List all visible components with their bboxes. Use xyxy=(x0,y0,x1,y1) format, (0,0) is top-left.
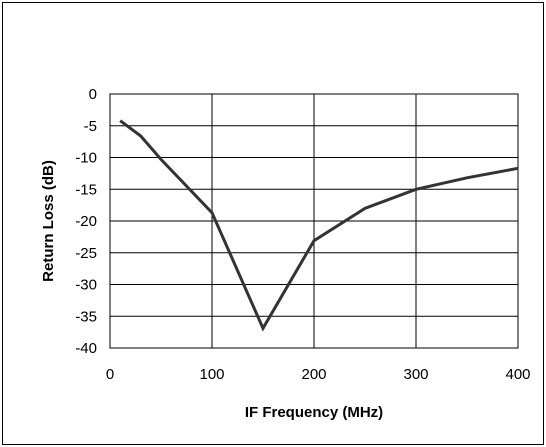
series-group xyxy=(119,119,519,332)
y-tick-label: -35 xyxy=(75,308,97,325)
y-tick-label: 0 xyxy=(89,86,97,103)
y-tick-label: -30 xyxy=(75,277,97,294)
y-tick-label: -20 xyxy=(75,213,97,230)
plot-border xyxy=(109,93,519,349)
y-tick-labels: 0 -5 -10 -15 -20 -25 -30 -35 -40 xyxy=(75,86,97,357)
y-tick-label: -5 xyxy=(84,118,97,135)
x-tick-label: 300 xyxy=(403,366,428,383)
x-tick-label: 200 xyxy=(301,366,326,383)
x-tick-labels: 0 100 200 300 400 xyxy=(106,366,531,383)
y-tick-label: -25 xyxy=(75,245,97,262)
x-axis-title: IF Frequency (MHz) xyxy=(245,404,383,421)
series-line xyxy=(119,119,519,332)
y-tick-label: -15 xyxy=(75,181,97,198)
x-tick-label: 100 xyxy=(199,366,224,383)
x-tick-label: 400 xyxy=(505,366,530,383)
grid xyxy=(109,93,519,349)
plot-area xyxy=(109,93,519,349)
y-axis-title: Return Loss (dB) xyxy=(40,160,57,282)
y-tick-label: -10 xyxy=(75,150,97,167)
x-tick-label: 0 xyxy=(106,366,114,383)
y-tick-label: -40 xyxy=(75,340,97,357)
